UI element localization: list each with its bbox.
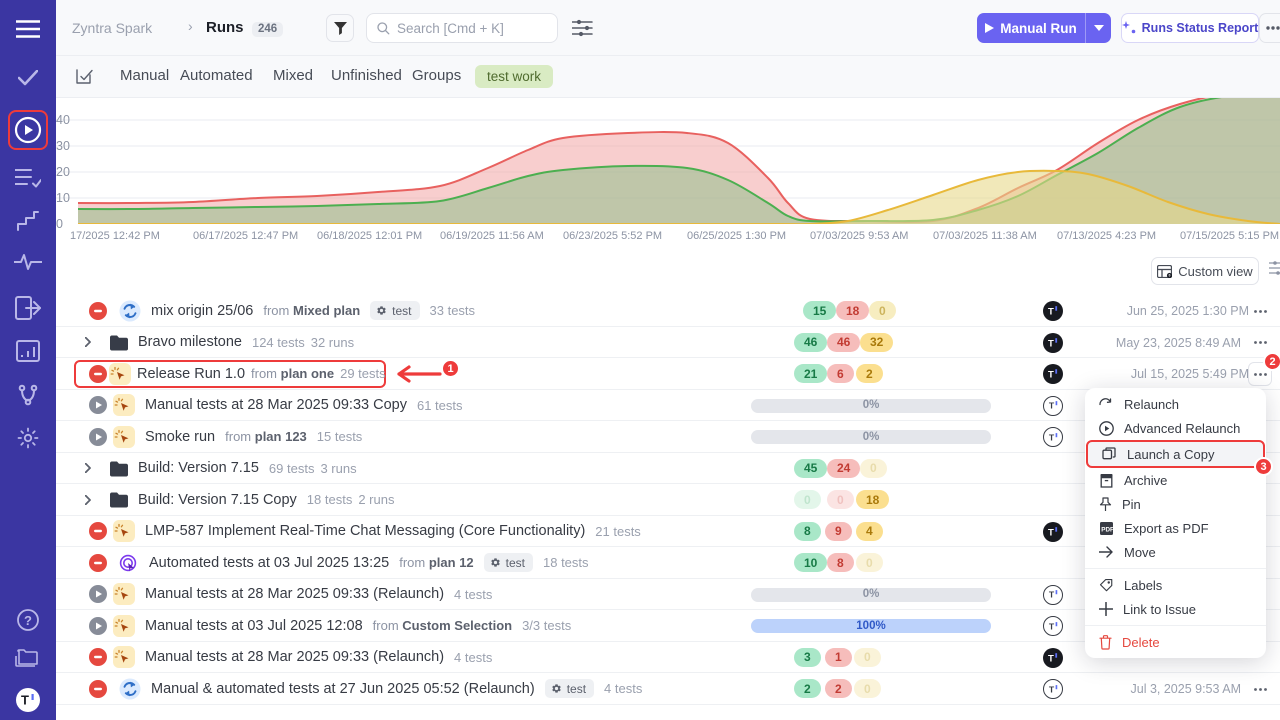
svg-text:T: T bbox=[1048, 621, 1054, 631]
svg-text:10: 10 bbox=[56, 191, 70, 205]
svg-text:T: T bbox=[1048, 307, 1054, 318]
svg-text:T: T bbox=[1048, 684, 1054, 694]
svg-text:40: 40 bbox=[56, 113, 70, 127]
svg-text:T: T bbox=[1048, 527, 1054, 538]
svg-text:T: T bbox=[1048, 338, 1054, 349]
svg-text:T: T bbox=[1048, 653, 1054, 664]
svg-text:20: 20 bbox=[56, 165, 70, 179]
svg-text:0: 0 bbox=[56, 217, 63, 231]
svg-text:30: 30 bbox=[56, 139, 70, 153]
svg-text:T: T bbox=[1048, 370, 1054, 381]
svg-text:0: 0 bbox=[1169, 273, 1171, 277]
svg-text:?: ? bbox=[24, 613, 32, 628]
svg-text:T: T bbox=[1048, 401, 1054, 411]
svg-text:T: T bbox=[21, 693, 29, 708]
svg-text:PDF: PDF bbox=[1101, 526, 1114, 533]
svg-text:T: T bbox=[1048, 590, 1054, 600]
svg-text:T: T bbox=[1048, 432, 1054, 442]
